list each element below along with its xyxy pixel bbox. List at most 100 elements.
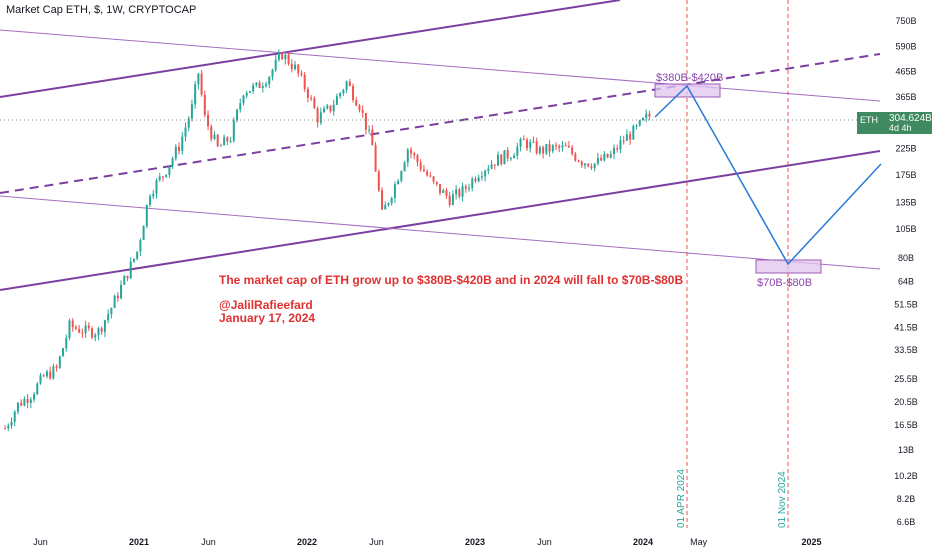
candle-body — [503, 150, 506, 165]
candle-body — [400, 171, 403, 181]
candle-body — [213, 134, 216, 140]
candle-body — [281, 53, 284, 60]
candle-body — [158, 176, 161, 181]
annotation-main-text: The market cap of ETH grow up to $380B-$… — [219, 273, 684, 287]
marker-apr-2024-label: 01 APR 2024 — [676, 469, 687, 528]
candle-body — [187, 118, 190, 128]
candle-body — [136, 251, 139, 259]
candle-body — [429, 175, 432, 177]
candle-body — [71, 320, 74, 328]
candle-body — [332, 104, 335, 112]
candle-body — [26, 398, 29, 403]
candle-body — [297, 64, 300, 74]
x-tick-label: 2021 — [129, 537, 149, 547]
candle-body — [413, 153, 416, 156]
candle-body — [455, 189, 458, 195]
candle-body — [319, 112, 322, 123]
candle-body — [210, 126, 213, 140]
candle-body — [381, 190, 384, 210]
descending-lower-line[interactable] — [0, 195, 881, 270]
candle-body — [448, 195, 451, 205]
candle-body — [42, 375, 45, 377]
x-axis: Jun 2021 Jun 2022 Jun 2023 Jun 2024 May 2025 — [33, 537, 821, 547]
candle-body — [142, 226, 145, 240]
candle-body — [358, 105, 361, 111]
candle-body — [606, 153, 609, 158]
x-tick-label: 2025 — [801, 537, 821, 547]
candle-body — [648, 113, 651, 117]
candle-body — [593, 163, 596, 169]
annotation-date: January 17, 2024 — [219, 311, 316, 325]
candle-body — [277, 53, 280, 60]
candle-body — [229, 140, 232, 142]
candle-body — [516, 146, 519, 156]
candle-body — [20, 402, 23, 406]
candle-body — [580, 161, 583, 166]
candle-body — [168, 165, 171, 175]
candle-body — [471, 178, 474, 188]
price-badge-value: 304.624B — [889, 113, 932, 124]
candle-body — [178, 146, 181, 152]
candle-body — [287, 54, 290, 64]
y-tick-label: 64B — [898, 277, 914, 287]
candle-body — [345, 81, 348, 90]
upper-target-zone[interactable] — [654, 83, 721, 98]
candle-body — [490, 164, 493, 169]
candles — [4, 49, 651, 432]
candle-body — [120, 284, 123, 299]
candle-body — [123, 275, 126, 285]
candle-body — [268, 77, 271, 85]
candle-body — [226, 137, 229, 142]
y-tick-label: 33.5B — [894, 345, 918, 355]
y-tick-label: 135B — [895, 198, 916, 208]
channel-mid-dashed-line[interactable] — [0, 53, 881, 194]
candle-body — [155, 180, 158, 194]
target-zones — [654, 83, 822, 274]
candle-body — [78, 328, 81, 333]
price-badge[interactable]: ETH 304.624B 4d 4h — [857, 112, 932, 134]
candle-body — [616, 148, 619, 150]
candle-body — [10, 421, 13, 426]
candle-body — [126, 275, 129, 279]
candle-body — [294, 64, 297, 70]
candle-body — [542, 147, 545, 154]
candle-body — [535, 141, 538, 154]
candle-body — [84, 325, 87, 334]
candle-body — [310, 97, 313, 99]
candle-body — [207, 114, 210, 127]
y-tick-label: 41.5B — [894, 322, 918, 332]
marker-nov-2024-label: 01 Nov 2024 — [777, 471, 788, 528]
candle-body — [419, 162, 422, 170]
y-tick-label: 8.2B — [897, 494, 916, 504]
candle-body — [477, 177, 480, 182]
candle-body — [306, 88, 309, 98]
channel-upper-line[interactable] — [0, 0, 621, 98]
candle-body — [509, 158, 512, 160]
candle-body — [638, 120, 641, 126]
candle-body — [116, 295, 119, 299]
candle-body — [387, 203, 390, 206]
candle-body — [284, 54, 287, 60]
descending-upper-line[interactable] — [0, 29, 881, 102]
projection-path[interactable] — [654, 84, 882, 266]
y-tick-label: 16.5B — [894, 420, 918, 430]
candle-body — [223, 137, 226, 146]
y-tick-label: 105B — [895, 224, 916, 234]
candle-body — [529, 142, 532, 149]
candle-body — [33, 394, 36, 400]
candle-body — [203, 94, 206, 115]
candle-body — [596, 157, 599, 164]
candle-body — [261, 86, 264, 88]
channel-lower-line[interactable] — [0, 150, 881, 291]
candle-body — [68, 320, 71, 338]
candle-body — [564, 145, 567, 147]
lower-target-zone[interactable] — [755, 259, 822, 274]
candle-body — [603, 153, 606, 161]
candle-body — [619, 140, 622, 150]
candle-body — [629, 134, 632, 140]
candle-body — [600, 157, 603, 161]
y-tick-label: 950B — [895, 0, 916, 1]
candle-body — [377, 171, 380, 191]
candle-body — [484, 170, 487, 177]
